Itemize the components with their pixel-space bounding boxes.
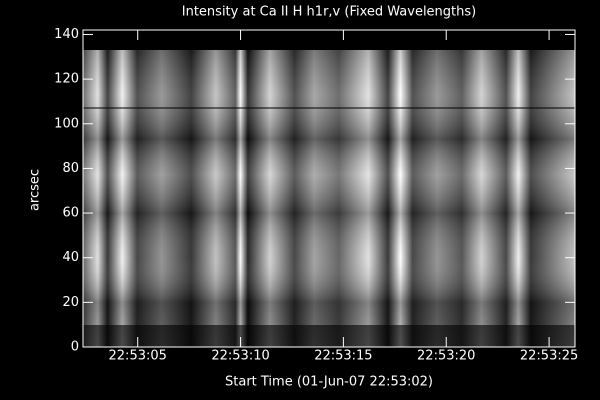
chart-title: Intensity at Ca II H h1r,v (Fixed Wavele… bbox=[182, 5, 476, 20]
y-tick-label: 60 bbox=[62, 206, 79, 221]
x-tick-label: 22:53:20 bbox=[417, 349, 475, 364]
y-tick-label: 100 bbox=[54, 116, 79, 131]
y-tick-label: 0 bbox=[71, 340, 79, 355]
x-tick-label: 22:53:05 bbox=[109, 349, 167, 364]
y-tick-label: 140 bbox=[54, 27, 79, 42]
y-tick-label: 120 bbox=[54, 72, 79, 87]
y-axis-label: arcsec bbox=[28, 169, 43, 211]
y-tick-label: 40 bbox=[62, 250, 79, 265]
y-tick-label: 20 bbox=[62, 295, 79, 310]
x-axis-label: Start Time (01-Jun-07 22:53:02) bbox=[225, 375, 433, 390]
x-tick-label: 22:53:15 bbox=[314, 349, 372, 364]
y-tick-label: 80 bbox=[62, 161, 79, 176]
x-tick-label: 22:53:10 bbox=[211, 349, 269, 364]
intensity-image bbox=[83, 50, 575, 347]
x-tick-label: 22:53:25 bbox=[520, 349, 578, 364]
plot-frame bbox=[82, 29, 576, 348]
